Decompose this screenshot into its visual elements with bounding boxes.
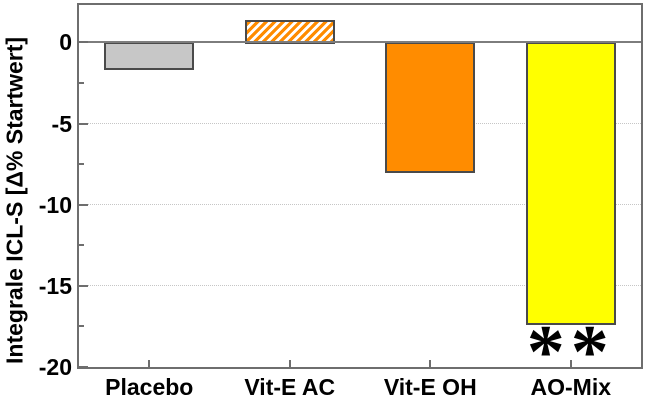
y-minor-tick bbox=[79, 163, 84, 166]
gridline--10 bbox=[79, 204, 641, 206]
bar-placebo bbox=[104, 42, 195, 71]
x-tick-ao-mix bbox=[569, 360, 572, 367]
bar-ao-mix bbox=[525, 42, 616, 326]
zero-baseline bbox=[79, 41, 641, 44]
x-category-label-ao-mix: AO-Mix bbox=[530, 374, 612, 400]
significance-asterisks: ** bbox=[526, 310, 615, 394]
y-major-tick-0 bbox=[79, 41, 88, 44]
x-tick-vit-e-oh bbox=[429, 360, 432, 367]
bar-vit-e-ac bbox=[244, 19, 335, 45]
y-tick-label-10: -10 bbox=[38, 191, 72, 218]
x-tick-placebo bbox=[148, 360, 151, 367]
x-category-label-vit-e-ac: Vit-E AC bbox=[244, 374, 336, 400]
y-major-tick--20 bbox=[79, 366, 88, 368]
y-tick-label-5: -5 bbox=[51, 110, 72, 137]
bar-vit-e-oh bbox=[385, 42, 476, 173]
y-tick-label-0: 0 bbox=[59, 29, 72, 56]
y-minor-tick bbox=[79, 81, 84, 84]
y-major-tick--5 bbox=[79, 122, 88, 125]
y-minor-tick bbox=[79, 244, 84, 247]
x-category-label-placebo: Placebo bbox=[105, 374, 194, 400]
y-major-tick--15 bbox=[79, 284, 88, 287]
y-tick-label-20: -20 bbox=[38, 354, 72, 380]
x-category-label-vit-e-oh: Vit-E OH bbox=[383, 374, 477, 400]
gridline--15 bbox=[79, 285, 641, 287]
y-major-tick--10 bbox=[79, 203, 88, 206]
plot-area: ** bbox=[77, 3, 643, 390]
y-tick-label-15: -15 bbox=[38, 272, 72, 299]
gridline--5 bbox=[79, 123, 641, 124]
y-minor-tick bbox=[79, 325, 84, 328]
x-tick-vit-e-ac bbox=[288, 360, 291, 367]
